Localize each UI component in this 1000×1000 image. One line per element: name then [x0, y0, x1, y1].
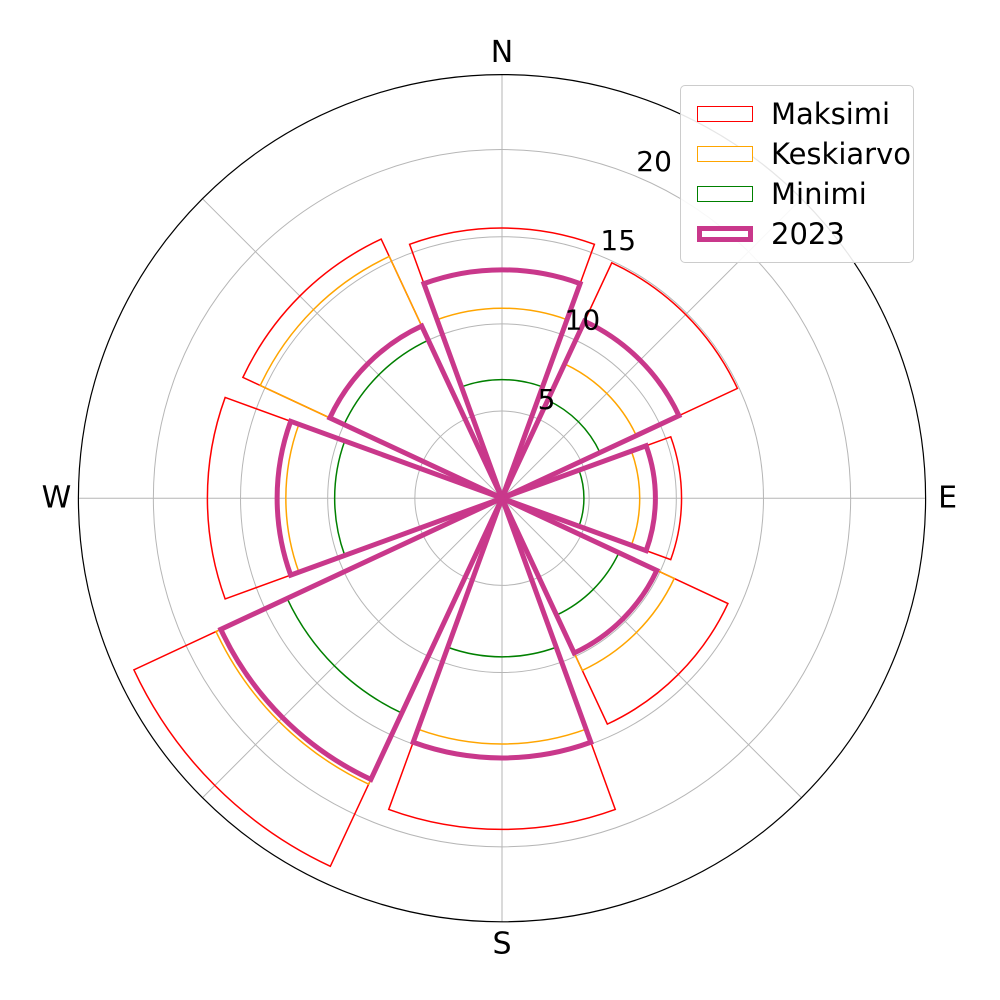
- wedge-Keskiarvo-W: [285, 423, 505, 574]
- wedge-Maksimi-E: [499, 435, 683, 561]
- theta-gridline: [202, 497, 503, 799]
- wedge-Maksimi-SW: [132, 496, 504, 868]
- wedge-Maksimi-N: [408, 227, 596, 501]
- compass-label-E: E: [938, 481, 957, 516]
- keskiarvo-swatch-icon: [697, 146, 753, 162]
- r-tick-label: 10: [565, 304, 601, 337]
- compass-label-N: N: [491, 35, 513, 70]
- wedge-Maksimi-NE: [500, 261, 739, 500]
- wedge-Keskiarvo-SW: [215, 496, 504, 786]
- wedge-2023-N: [420, 267, 584, 506]
- r-tick-label: 15: [600, 224, 636, 257]
- legend-label: 2023: [771, 216, 845, 251]
- wedge-Minimi-W: [333, 440, 505, 557]
- wedge-Maksimi-S: [387, 496, 617, 831]
- wedge-2023-SE: [496, 493, 661, 657]
- wedge-Maksimi-W: [206, 396, 505, 600]
- year-2023-swatch-icon: [697, 226, 753, 242]
- wedge-Maksimi-SE: [500, 496, 729, 726]
- wedge-Keskiarvo-E: [499, 450, 641, 547]
- wedge-2023-W: [274, 418, 510, 579]
- legend-item-maksimi: Maksimi: [693, 96, 901, 132]
- r-gridline-circle: [152, 149, 852, 848]
- legend-label: Minimi: [771, 176, 867, 211]
- wedge-2023-S: [409, 490, 595, 761]
- maksimi-swatch-icon: [697, 106, 753, 122]
- wedge-2023-NE: [496, 317, 683, 504]
- wedge-2023-SW: [217, 493, 508, 783]
- r-gridline-circle: [327, 323, 677, 674]
- theta-gridline: [202, 198, 503, 499]
- wedge-Keskiarvo-S: [416, 496, 588, 745]
- legend-item-2023: 2023: [693, 216, 901, 252]
- theta-gridline: [501, 497, 802, 799]
- r-tick-label: 20: [636, 145, 672, 178]
- wedge-Minimi-SE: [500, 496, 620, 617]
- wedge-Minimi-S: [446, 496, 558, 658]
- wedge-Keskiarvo-NW: [259, 255, 504, 500]
- r-gridline-circle: [414, 410, 590, 586]
- wedge-Minimi-NW: [343, 339, 504, 500]
- legend-item-minimi: Minimi: [693, 176, 901, 212]
- wedge-2023-NW: [326, 322, 508, 504]
- minimi-swatch-icon: [697, 186, 753, 202]
- compass-label-W: W: [42, 481, 72, 516]
- polar-spine: [77, 74, 927, 923]
- legend-label: Keskiarvo: [771, 136, 911, 171]
- wedge-2023-E: [494, 442, 658, 554]
- wedge-Keskiarvo-NE: [500, 362, 638, 500]
- r-tick-label: 5: [538, 383, 556, 416]
- wedge-Maksimi-NW: [241, 238, 504, 500]
- wedge-Keskiarvo-N: [436, 307, 568, 501]
- legend: Maksimi Keskiarvo Minimi 2023: [680, 85, 914, 263]
- legend-item-keskiarvo: Keskiarvo: [693, 136, 911, 172]
- compass-label-S: S: [492, 926, 511, 961]
- legend-label: Maksimi: [771, 96, 891, 131]
- wedge-Keskiarvo-SE: [500, 496, 676, 672]
- wedge-Minimi-N: [460, 378, 544, 501]
- wedge-Minimi-SW: [286, 496, 504, 715]
